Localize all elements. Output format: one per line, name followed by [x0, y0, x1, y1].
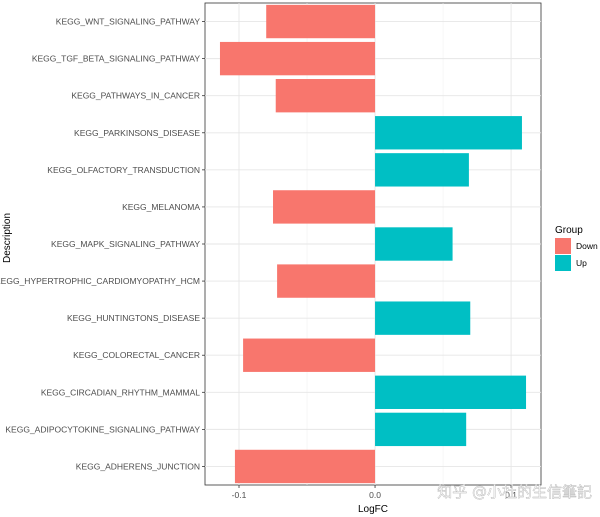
legend-key-up: [555, 255, 571, 271]
bar-kegg-adherens-junction: [234, 449, 376, 484]
y-tick-label: KEGG_COLORECTAL_CANCER: [73, 350, 200, 360]
bar-kegg-parkinsons-disease: [375, 116, 522, 150]
y-tick-label: KEGG_PARKINSONS_DISEASE: [74, 128, 200, 138]
bar-kegg-adipocytokine-signaling-pathway: [375, 412, 467, 447]
y-axis-title: Description: [2, 213, 13, 263]
y-tick-label: KEGG_MAPK_SIGNALING_PATHWAY: [51, 239, 200, 249]
legend-key-down: [555, 238, 571, 254]
bar-kegg-mapk-signaling-pathway: [375, 227, 453, 261]
watermark: 知乎 @小杜的生信筆記: [437, 483, 592, 501]
bar-kegg-olfactory-transduction: [375, 153, 469, 187]
y-tick-label: KEGG_TGF_BETA_SIGNALING_PATHWAY: [32, 54, 200, 64]
bar-kegg-pathways-in-cancer: [275, 79, 376, 113]
legend: Group Down Up: [555, 225, 598, 271]
y-tick-label: KEGG_OLFACTORY_TRANSDUCTION: [47, 165, 200, 175]
bar-kegg-circadian-rhythm-mammal: [375, 375, 527, 409]
y-tick-labels: KEGG_WNT_SIGNALING_PATHWAY KEGG_TGF_BETA_…: [0, 17, 205, 471]
x-tick-label: 0.0: [369, 490, 381, 500]
bar-kegg-hypertrophic-cardiomyopathy-hcm: [277, 264, 376, 298]
x-tick-label: -0.1: [232, 490, 247, 500]
x-axis-title: LogFC: [358, 504, 388, 515]
y-tick-label: KEGG_HYPERTROPHIC_CARDIOMYOPATHY_HCM: [0, 276, 200, 286]
bar-kegg-tgf-beta-signaling-pathway: [219, 41, 376, 76]
legend-label-up: Up: [576, 258, 587, 268]
x-tick-label: 0.1: [505, 490, 517, 500]
y-tick-label: KEGG_MELANOMA: [122, 202, 200, 212]
y-tick-label: KEGG_ADIPOCYTOKINE_SIGNALING_PATHWAY: [5, 424, 200, 434]
legend-label-down: Down: [576, 241, 598, 251]
y-tick-label: KEGG_ADHERENS_JUNCTION: [76, 461, 200, 471]
y-tick-label: KEGG_HUNTINGTONS_DISEASE: [67, 313, 200, 323]
bar-kegg-wnt-signaling-pathway: [266, 4, 376, 39]
bar-kegg-melanoma: [273, 190, 376, 224]
y-tick-label: KEGG_WNT_SIGNALING_PATHWAY: [56, 17, 201, 27]
x-axis: -0.1 0.0 0.1: [232, 485, 517, 500]
legend-title: Group: [555, 225, 583, 236]
y-tick-label: KEGG_PATHWAYS_IN_CANCER: [71, 91, 200, 101]
bar-kegg-colorectal-cancer: [243, 338, 376, 372]
y-tick-label: KEGG_CIRCADIAN_RHYTHM_MAMMAL: [41, 387, 200, 397]
bar-kegg-huntingtons-disease: [375, 301, 471, 335]
bars: [219, 4, 527, 484]
